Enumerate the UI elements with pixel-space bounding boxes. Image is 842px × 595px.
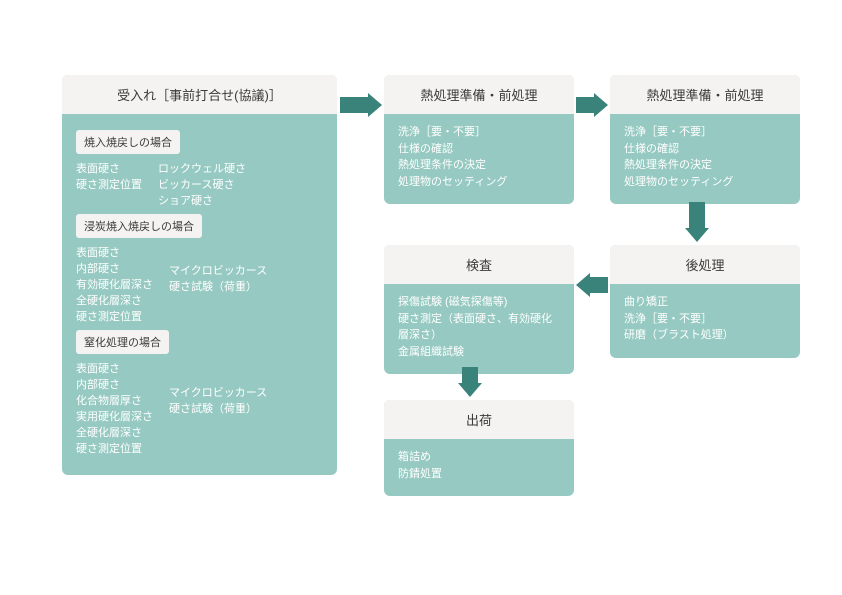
item-text: 内部硬さ bbox=[76, 260, 153, 276]
flow-arrow-a3 bbox=[685, 202, 709, 242]
item-text: 仕様の確認 bbox=[624, 141, 786, 158]
section-left: 表面硬さ硬さ測定位置 bbox=[76, 160, 142, 192]
flow-node-n4: 後処理曲り矯正洗浄［要・不要］研磨（ブラスト処理） bbox=[610, 245, 800, 358]
section-row: 表面硬さ内部硬さ有効硬化層深さ全硬化層深さ硬さ測定位置マイクロビッカース硬さ試験… bbox=[76, 244, 323, 324]
item-text: 硬さ試験（荷重） bbox=[169, 278, 267, 294]
node-title: 出荷 bbox=[384, 400, 574, 439]
item-text: 全硬化層深さ bbox=[76, 292, 153, 308]
node-title: 熱処理準備・前処理 bbox=[610, 75, 800, 114]
item-text: 硬さ測定位置 bbox=[76, 308, 153, 324]
item-text: 有効硬化層深さ bbox=[76, 276, 153, 292]
item-text: 箱詰め bbox=[398, 449, 560, 466]
node-body: 箱詰め防錆処置 bbox=[384, 439, 574, 496]
section-left: 表面硬さ内部硬さ化合物層厚さ実用硬化層深さ全硬化層深さ硬さ測定位置 bbox=[76, 360, 153, 456]
item-text: 表面硬さ bbox=[76, 360, 153, 376]
node-body: 洗浄［要・不要］仕様の確認熱処理条件の決定処理物のセッティング bbox=[610, 114, 800, 204]
item-text: ロックウェル硬さ bbox=[158, 160, 246, 176]
section-subtitle: 焼入焼戻しの場合 bbox=[76, 130, 180, 154]
item-text: 研磨（ブラスト処理） bbox=[624, 327, 786, 344]
node-body: 焼入焼戻しの場合表面硬さ硬さ測定位置ロックウェル硬さビッカース硬さショア硬さ浸炭… bbox=[62, 114, 337, 470]
flow-node-n2: 熱処理準備・前処理洗浄［要・不要］仕様の確認熱処理条件の決定処理物のセッティング bbox=[384, 75, 574, 204]
section-subtitle: 浸炭焼入焼戻しの場合 bbox=[76, 214, 202, 238]
item-text: 実用硬化層深さ bbox=[76, 408, 153, 424]
item-text: 仕様の確認 bbox=[398, 141, 560, 158]
item-text: 曲り矯正 bbox=[624, 294, 786, 311]
node-body: 探傷試験 (磁気探傷等)硬さ測定（表面硬さ、有効硬化層深さ）金属組織試験 bbox=[384, 284, 574, 374]
node-body: 曲り矯正洗浄［要・不要］研磨（ブラスト処理） bbox=[610, 284, 800, 358]
item-text: 全硬化層深さ bbox=[76, 424, 153, 440]
item-text: 表面硬さ bbox=[76, 160, 142, 176]
item-text: ビッカース硬さ bbox=[158, 176, 246, 192]
section-subtitle: 窒化処理の場合 bbox=[76, 330, 169, 354]
section-right: マイクロビッカース硬さ試験（荷重） bbox=[169, 360, 267, 416]
item-text: 硬さ測定位置 bbox=[76, 440, 153, 456]
flow-arrow-a4 bbox=[576, 273, 608, 297]
item-text: 表面硬さ bbox=[76, 244, 153, 260]
section-left: 表面硬さ内部硬さ有効硬化層深さ全硬化層深さ硬さ測定位置 bbox=[76, 244, 153, 324]
item-text: 硬さ測定位置 bbox=[76, 176, 142, 192]
item-text: マイクロビッカース bbox=[169, 384, 267, 400]
item-text: 処理物のセッティング bbox=[398, 174, 560, 191]
item-text: 洗浄［要・不要］ bbox=[398, 124, 560, 141]
item-text: 探傷試験 (磁気探傷等) bbox=[398, 294, 560, 311]
item-text: 熱処理条件の決定 bbox=[398, 157, 560, 174]
section-right: マイクロビッカース硬さ試験（荷重） bbox=[169, 244, 267, 294]
flow-arrow-a2 bbox=[576, 93, 608, 117]
item-text: 洗浄［要・不要］ bbox=[624, 311, 786, 328]
node-title: 後処理 bbox=[610, 245, 800, 284]
flow-arrow-a5 bbox=[458, 367, 482, 397]
flow-arrow-a1 bbox=[340, 93, 382, 117]
item-text: 防錆処置 bbox=[398, 466, 560, 483]
node-title: 受入れ［事前打合せ(協議)］ bbox=[62, 75, 337, 114]
section-row: 表面硬さ硬さ測定位置ロックウェル硬さビッカース硬さショア硬さ bbox=[76, 160, 323, 208]
item-text: 洗浄［要・不要］ bbox=[624, 124, 786, 141]
section-right: ロックウェル硬さビッカース硬さショア硬さ bbox=[158, 160, 246, 208]
item-text: 硬さ試験（荷重） bbox=[169, 400, 267, 416]
item-text: 硬さ測定（表面硬さ、有効硬化層深さ） bbox=[398, 311, 560, 344]
item-text: 化合物層厚さ bbox=[76, 392, 153, 408]
flow-node-n1: 受入れ［事前打合せ(協議)］焼入焼戻しの場合表面硬さ硬さ測定位置ロックウェル硬さ… bbox=[62, 75, 337, 475]
section-row: 表面硬さ内部硬さ化合物層厚さ実用硬化層深さ全硬化層深さ硬さ測定位置マイクロビッカ… bbox=[76, 360, 323, 456]
item-text: 金属組織試験 bbox=[398, 344, 560, 361]
flow-node-n6: 出荷箱詰め防錆処置 bbox=[384, 400, 574, 496]
item-text: 処理物のセッティング bbox=[624, 174, 786, 191]
node-title: 検査 bbox=[384, 245, 574, 284]
node-body: 洗浄［要・不要］仕様の確認熱処理条件の決定処理物のセッティング bbox=[384, 114, 574, 204]
item-text: ショア硬さ bbox=[158, 192, 246, 208]
item-text: マイクロビッカース bbox=[169, 262, 267, 278]
flow-node-n5: 検査探傷試験 (磁気探傷等)硬さ測定（表面硬さ、有効硬化層深さ）金属組織試験 bbox=[384, 245, 574, 374]
item-text: 内部硬さ bbox=[76, 376, 153, 392]
flow-node-n3: 熱処理準備・前処理洗浄［要・不要］仕様の確認熱処理条件の決定処理物のセッティング bbox=[610, 75, 800, 204]
node-title: 熱処理準備・前処理 bbox=[384, 75, 574, 114]
item-text: 熱処理条件の決定 bbox=[624, 157, 786, 174]
